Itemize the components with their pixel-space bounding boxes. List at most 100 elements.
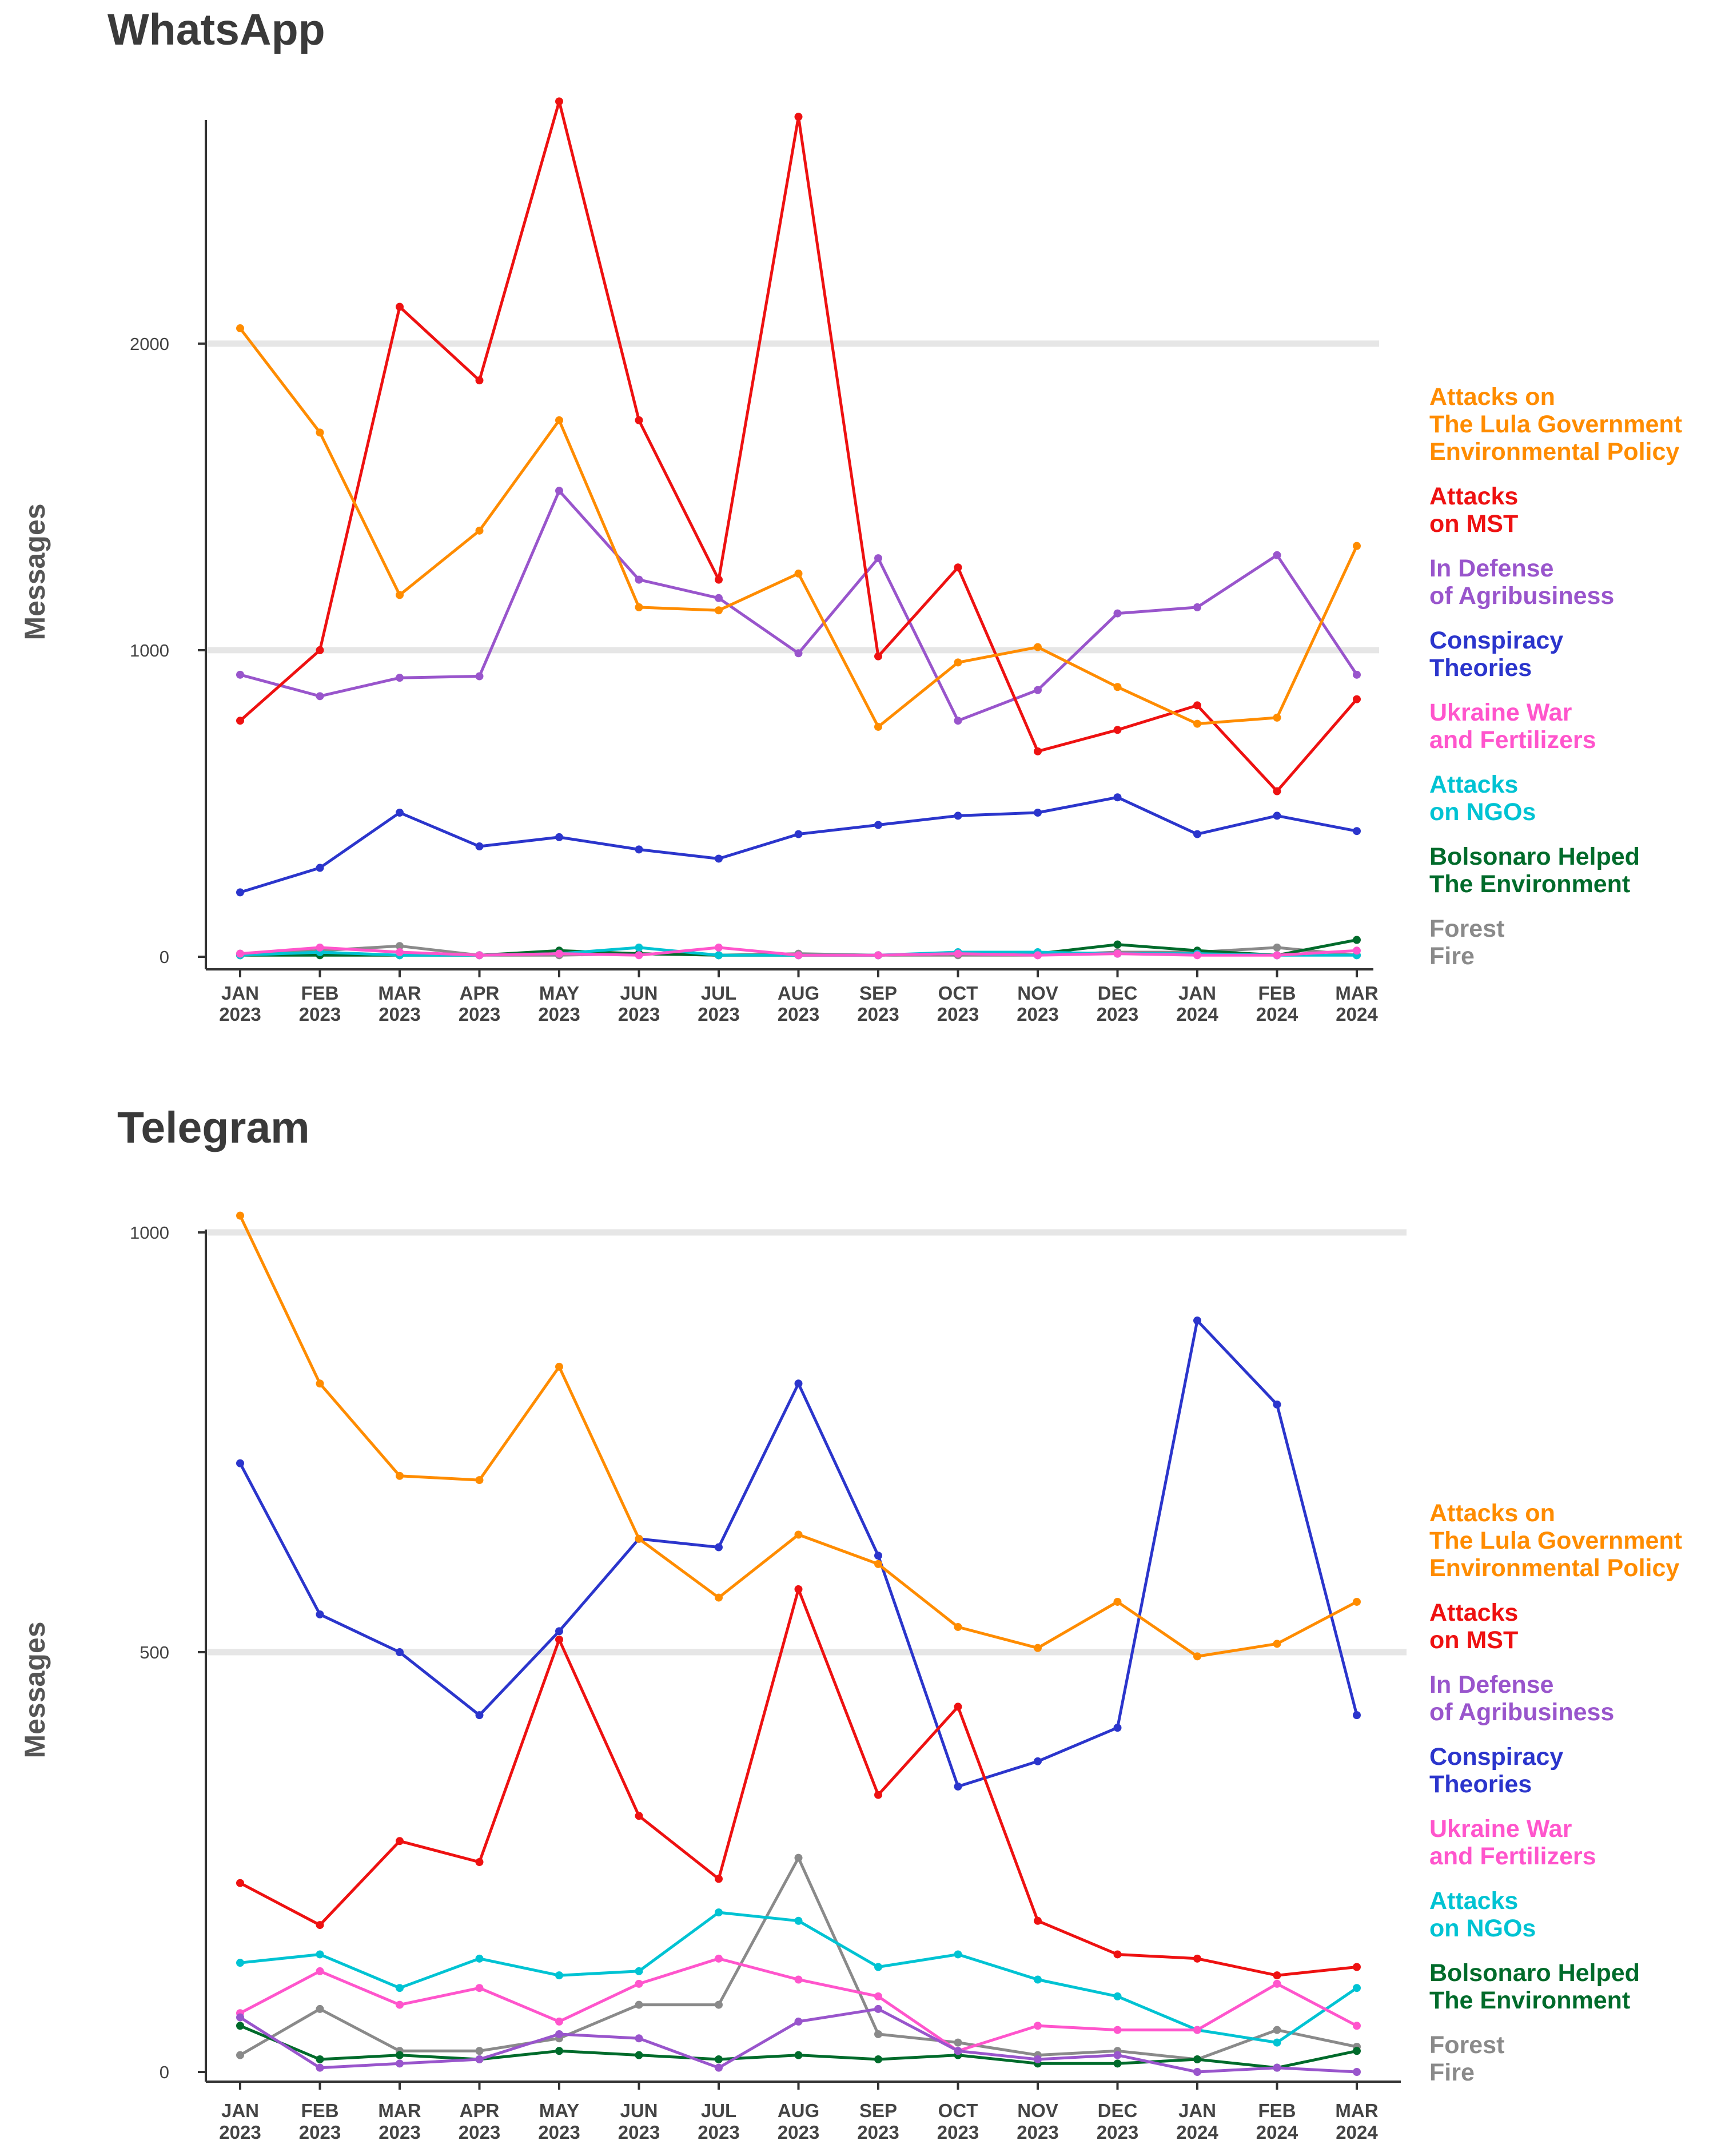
data-point [1353, 1984, 1361, 1992]
x-tick-month: FEB [1258, 2100, 1296, 2121]
y-tick-label: 0 [160, 2062, 169, 2082]
data-point [1193, 951, 1201, 960]
data-point [555, 949, 563, 958]
x-tick-year: 2023 [459, 2122, 500, 2143]
series-line [238, 2024, 1359, 2070]
data-point [1273, 551, 1281, 559]
x-tick-year: 2023 [538, 2122, 580, 2143]
x-tick-month: NOV [1017, 2100, 1058, 2121]
data-point [475, 2055, 484, 2063]
chart-title: WhatsApp [107, 5, 325, 54]
x-tick-year: 2023 [618, 1004, 660, 1025]
data-point [475, 1476, 484, 1485]
series-line [238, 1957, 1359, 2052]
x-tick-year: 2023 [618, 2122, 660, 2143]
legend-label: Fire [1429, 2059, 1475, 2086]
data-point [475, 376, 484, 385]
series-attacks-on-ngos [236, 1908, 1361, 2047]
data-point [475, 672, 484, 681]
data-point [874, 1552, 882, 1560]
legend-label: on MST [1429, 1626, 1518, 1654]
data-point [475, 951, 484, 960]
series-line [238, 100, 1359, 793]
legend-label: Attacks [1429, 483, 1518, 510]
data-point [555, 833, 563, 841]
data-point [1193, 2068, 1201, 2076]
data-point [1113, 1992, 1122, 2000]
legend-label: Attacks [1429, 1599, 1518, 1626]
data-point [635, 2000, 643, 2009]
data-point [1113, 2026, 1122, 2034]
data-point [794, 1916, 803, 1925]
data-point [1113, 726, 1122, 734]
legend-label: Attacks on [1429, 1499, 1555, 1527]
data-point [475, 842, 484, 851]
data-point [874, 1560, 882, 1568]
data-point [635, 603, 643, 611]
data-point [1353, 936, 1361, 944]
data-point [874, 1791, 882, 1799]
data-point [715, 594, 723, 602]
x-tick-year: 2024 [1336, 1004, 1378, 1025]
y-axis-label: Messages [19, 503, 51, 640]
data-point [1034, 2022, 1042, 2030]
data-point [954, 658, 962, 667]
data-point [1353, 946, 1361, 955]
data-point [1113, 940, 1122, 949]
data-point [954, 949, 962, 958]
y-tick-label: 0 [160, 947, 169, 967]
data-point [396, 2051, 404, 2059]
data-point [316, 1967, 324, 1975]
data-point [555, 1362, 563, 1371]
data-point [1193, 719, 1201, 728]
data-point [954, 812, 962, 820]
data-point [874, 951, 882, 960]
data-point [236, 1211, 244, 1220]
data-point [236, 1959, 244, 1967]
data-point [1353, 542, 1361, 550]
x-tick-year: 2023 [778, 1004, 819, 1025]
data-point [1113, 683, 1122, 691]
data-point [715, 1954, 723, 1963]
data-point [1113, 2059, 1122, 2068]
x-tick-year: 2023 [1097, 2122, 1138, 2143]
data-point [794, 113, 803, 121]
data-point [1113, 1950, 1122, 1959]
x-tick-year: 2023 [299, 1004, 341, 1025]
legend-label: Ukraine War [1429, 1815, 1572, 1843]
x-tick-month: OCT [938, 2100, 978, 2121]
x-tick-month: SEP [859, 2100, 897, 2121]
data-point [316, 2063, 324, 2072]
x-tick-year: 2023 [219, 1004, 261, 1025]
data-point [1193, 830, 1201, 838]
x-tick-year: 2024 [1256, 2122, 1298, 2143]
x-tick-year: 2023 [778, 2122, 819, 2143]
x-tick-month: FEB [301, 982, 339, 1004]
x-tick-year: 2023 [937, 1004, 979, 1025]
data-point [1353, 695, 1361, 703]
series-conspiracy-theories [236, 1316, 1361, 1791]
data-point [715, 2055, 723, 2063]
legend-label: The Environment [1429, 1987, 1630, 2014]
series-line [238, 1319, 1359, 1788]
data-point [874, 2030, 882, 2038]
data-point [1273, 943, 1281, 952]
data-point [874, 652, 882, 661]
legend-label: Attacks on [1429, 383, 1555, 411]
x-tick-year: 2023 [698, 1004, 739, 1025]
x-tick-month: DEC [1098, 982, 1138, 1004]
legend-label: Attacks [1429, 1887, 1518, 1915]
series-attacks-on-the-lula-government-environmental-policy [236, 1211, 1361, 1661]
data-point [715, 1543, 723, 1552]
data-point [1034, 1644, 1042, 1652]
x-tick-month: MAR [1335, 2100, 1378, 2121]
data-point [475, 1711, 484, 1720]
data-point [715, 575, 723, 584]
x-tick-year: 2023 [698, 2122, 739, 2143]
x-tick-month: AUG [778, 982, 819, 1004]
x-tick-year: 2024 [1176, 2122, 1218, 2143]
